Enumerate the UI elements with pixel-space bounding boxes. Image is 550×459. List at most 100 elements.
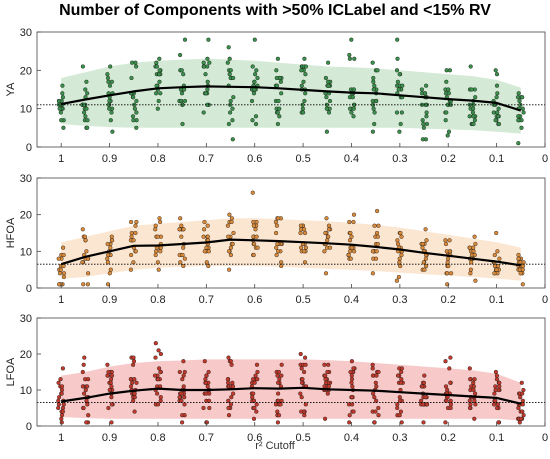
data-point: [495, 249, 500, 254]
data-point: [153, 227, 158, 232]
data-point: [469, 260, 474, 265]
data-point: [520, 267, 525, 272]
data-point: [472, 252, 477, 258]
data-point: [496, 121, 502, 127]
data-point: [231, 75, 236, 81]
data-point: [182, 37, 188, 42]
data-point: [201, 405, 206, 411]
data-point: [449, 271, 454, 276]
data-point: [228, 359, 233, 364]
data-point: [227, 56, 232, 61]
data-point: [109, 384, 114, 389]
data-point: [445, 260, 450, 265]
data-point: [106, 405, 111, 411]
y-axis-label: HFOA: [5, 217, 17, 248]
data-point: [84, 249, 89, 254]
data-point: [254, 409, 259, 414]
data-point: [421, 420, 426, 425]
data-point: [323, 230, 328, 236]
data-point: [132, 106, 137, 111]
data-point: [253, 373, 258, 378]
data-point: [179, 398, 184, 403]
data-point: [276, 249, 281, 254]
data-point: [422, 267, 427, 272]
data-point: [444, 79, 449, 84]
data-point: [323, 380, 329, 385]
data-point: [494, 373, 499, 378]
data-point: [396, 274, 401, 280]
data-point: [230, 118, 235, 123]
data-point: [424, 263, 429, 269]
data-point: [471, 387, 476, 393]
data-point: [131, 359, 137, 364]
data-point: [447, 366, 452, 371]
data-point: [250, 64, 255, 69]
data-point: [105, 362, 110, 367]
data-point: [85, 271, 91, 276]
data-point: [201, 60, 206, 65]
data-point: [134, 110, 139, 115]
data-point: [370, 366, 375, 371]
axes-frame: [36, 31, 546, 148]
data-point: [352, 56, 357, 61]
data-point: [128, 384, 134, 389]
mean-line: [60, 238, 521, 267]
data-point: [80, 64, 85, 69]
data-point: [322, 362, 327, 367]
data-point: [158, 398, 163, 403]
data-point: [179, 391, 184, 396]
y-tick-label: 0: [26, 421, 32, 433]
data-point: [278, 402, 283, 407]
data-point: [497, 256, 502, 261]
data-point: [471, 121, 476, 127]
data-point: [349, 37, 354, 42]
y-tick-label: 30: [20, 313, 32, 325]
x-tick-label: 0.8: [150, 153, 165, 165]
data-point: [129, 230, 134, 236]
data-point: [254, 68, 259, 73]
data-point: [84, 384, 90, 389]
data-point: [398, 121, 403, 127]
data-point: [203, 72, 208, 77]
data-point: [372, 110, 377, 115]
data-point: [60, 91, 65, 96]
data-point: [158, 351, 163, 357]
data-point: [395, 37, 400, 42]
data-point: [56, 398, 61, 403]
data-point: [325, 391, 330, 396]
data-point: [302, 413, 307, 418]
data-point: [230, 106, 235, 111]
data-point: [180, 413, 185, 418]
data-point: [327, 245, 333, 250]
data-point: [275, 420, 280, 425]
data-point: [85, 282, 90, 287]
data-point: [520, 391, 525, 396]
data-point: [370, 362, 375, 367]
data-point: [419, 87, 424, 92]
x-tick-label: 0.3: [392, 432, 407, 444]
data-point: [493, 68, 498, 73]
data-point: [399, 369, 404, 375]
data-point: [471, 384, 476, 389]
data-point: [275, 241, 280, 247]
data-point: [493, 387, 498, 393]
data-point: [349, 377, 355, 382]
data-point: [109, 402, 114, 407]
data-point: [85, 118, 90, 123]
data-point: [158, 91, 163, 96]
data-point: [131, 118, 136, 123]
data-point: [493, 398, 498, 403]
data-point: [252, 405, 257, 411]
data-point: [326, 384, 331, 389]
data-point: [251, 398, 256, 403]
data-point: [520, 263, 526, 269]
x-tick-label: 0.2: [441, 153, 456, 165]
data-point: [347, 420, 352, 425]
data-point: [205, 223, 210, 228]
data-point: [518, 271, 523, 276]
data-point: [521, 260, 526, 265]
data-point: [274, 83, 280, 88]
data-point: [228, 98, 233, 104]
x-tick-label: 0.8: [150, 432, 165, 444]
data-point: [394, 110, 400, 115]
